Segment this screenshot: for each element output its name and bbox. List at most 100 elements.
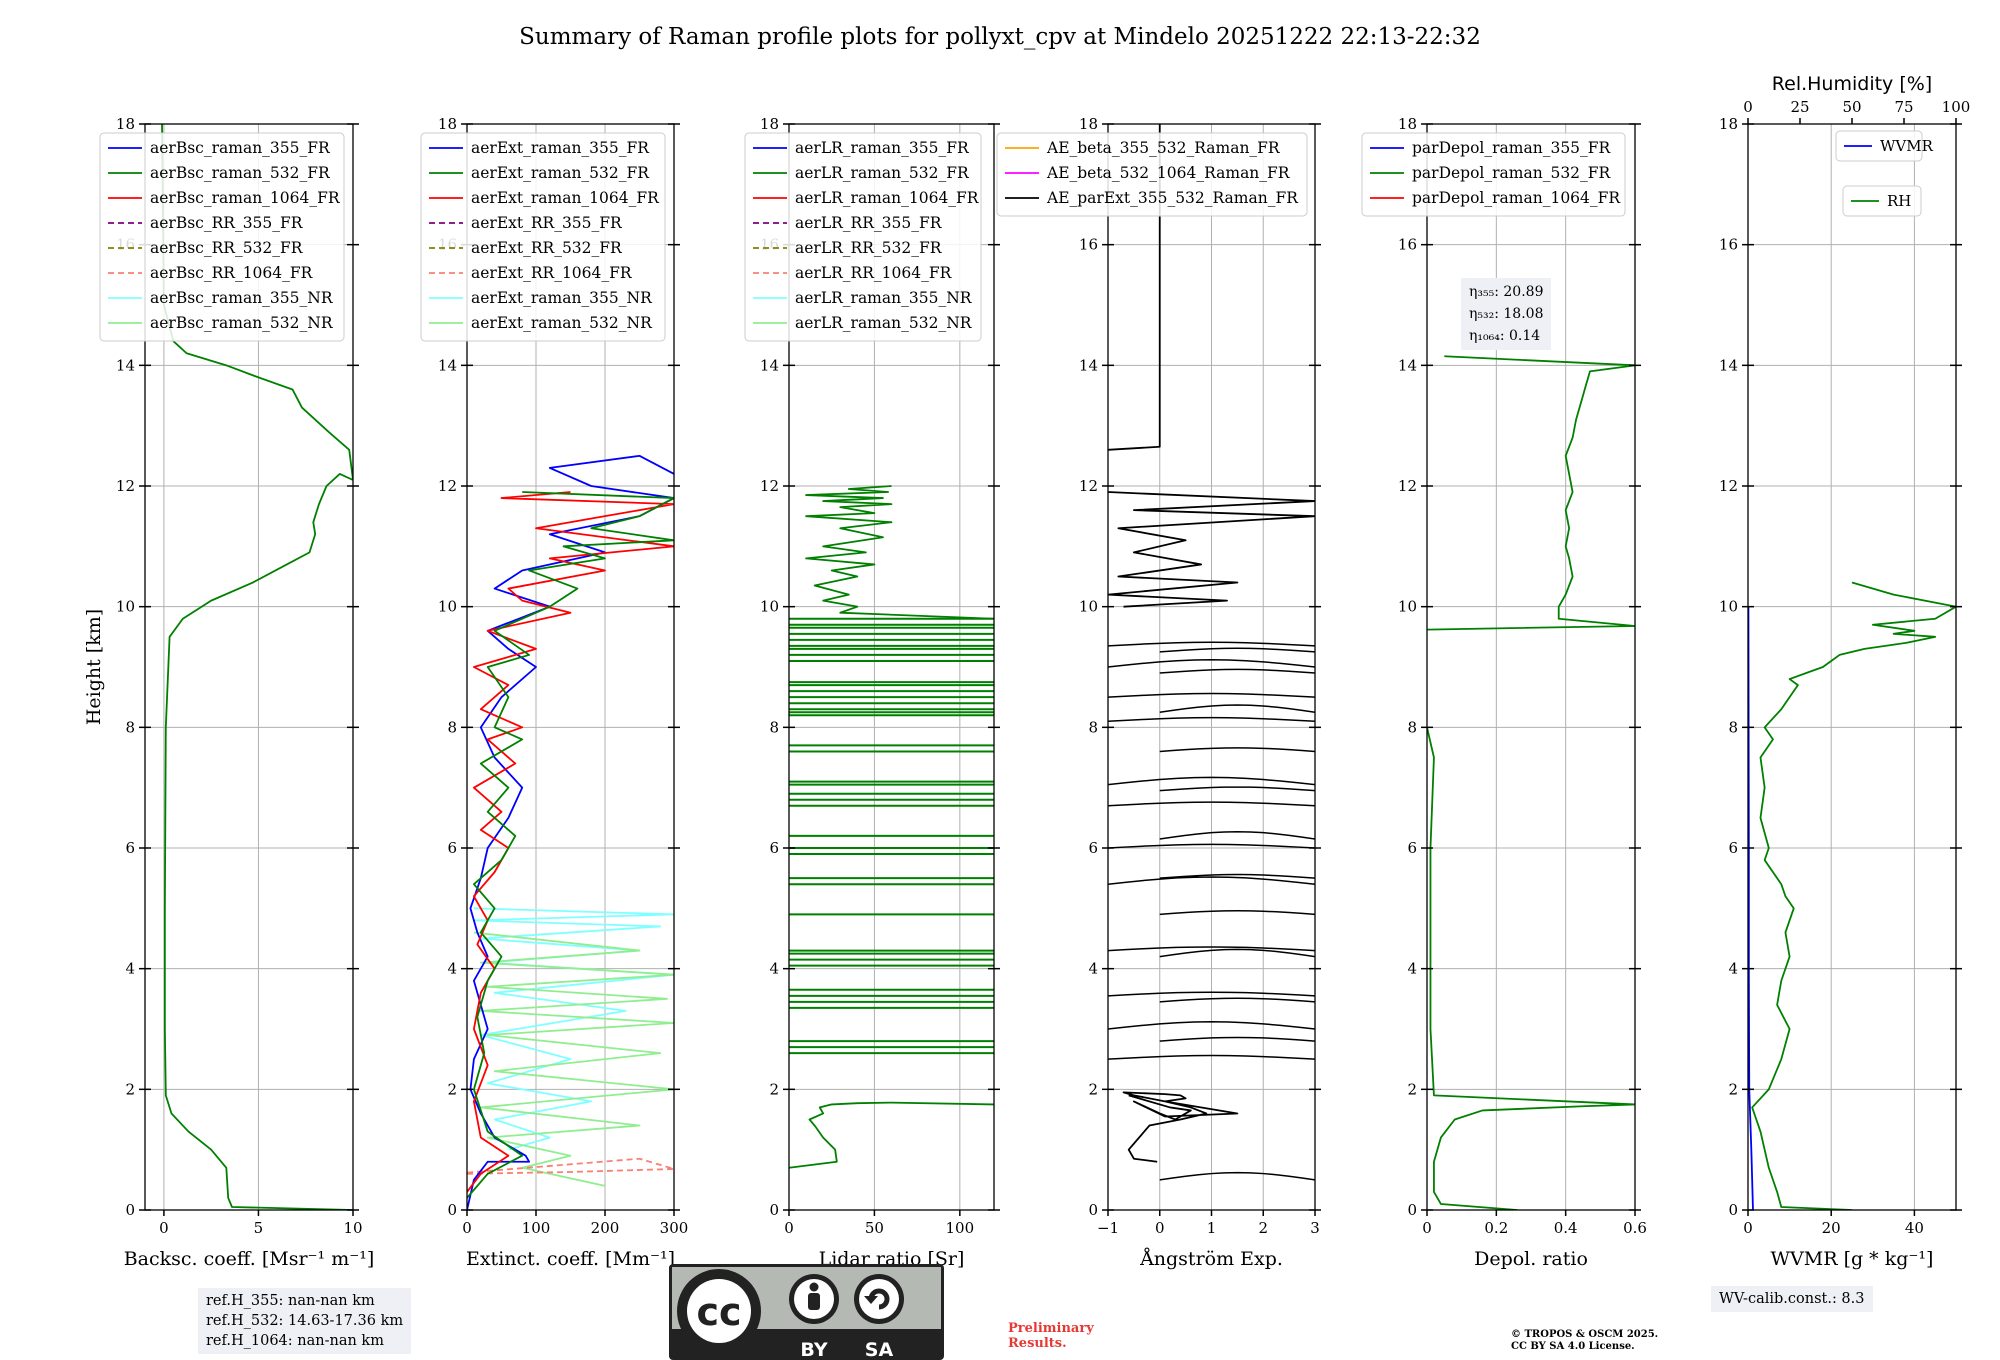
legend: aerBsc_raman_355_FR aerBsc_raman_532_FRae…: [99, 132, 345, 342]
legend-label: aerLR_raman_355_FR: [795, 139, 970, 157]
y-tick-label: 2: [1088, 1080, 1098, 1098]
legend-label: aerExt_RR_355_FR: [471, 214, 623, 232]
x2-tick-label: 50: [1842, 98, 1861, 116]
x-axis-label: Backsc. coeff. [Msr⁻¹ m⁻¹]: [124, 1248, 375, 1270]
panel-1: 0246810121416180510Backsc. coeff. [Msr⁻¹…: [83, 115, 374, 1270]
legend-frame: [420, 132, 666, 342]
x-tick-label: 1: [1207, 1219, 1217, 1237]
y-tick-label: 8: [1728, 718, 1738, 736]
x2-tick-label: 100: [1942, 98, 1971, 116]
y-tick-label: 8: [1407, 718, 1417, 736]
y-tick-label: 18: [116, 115, 135, 133]
series-line: [1108, 491, 1315, 608]
ref-height-532: ref.H_532: 14.63-17.36 km: [206, 1313, 404, 1329]
y-tick-label: 8: [125, 718, 135, 736]
x-tick-label: 20: [1822, 1219, 1841, 1237]
angstrom-sweep: [1108, 1054, 1315, 1060]
y-tick-label: 6: [1407, 839, 1417, 857]
legend-label: aerLR_raman_1064_FR: [795, 189, 980, 207]
x-tick-label: 0: [1422, 1219, 1432, 1237]
angstrom-sweep: [1159, 647, 1315, 653]
x-tick-label: 0: [784, 1219, 794, 1237]
x-tick-label: 40: [1905, 1219, 1924, 1237]
y-tick-label: 0: [1728, 1201, 1738, 1219]
y-tick-label: 12: [116, 477, 135, 495]
x-tick-label: 5: [254, 1219, 264, 1237]
y-tick-label: 0: [1088, 1201, 1098, 1219]
x-tick-label: 0.2: [1484, 1219, 1508, 1237]
reference-height-box: ref.H_355: nan-nan km ref.H_532: 14.63-1…: [198, 1288, 412, 1354]
legend-label: aerLR_raman_532_FR: [795, 164, 970, 182]
y-tick-label: 18: [760, 115, 779, 133]
panel-3: 024681012141618050100Lidar ratio [Sr]aer…: [744, 115, 1000, 1270]
series-line: [161, 124, 353, 1210]
angstrom-sweep: [1159, 830, 1315, 840]
person-body-icon: [808, 1293, 820, 1310]
angstrom-sweep: [1159, 997, 1315, 1003]
legend-label: aerExt_raman_532_FR: [471, 164, 650, 182]
x-tick-label: 0: [1155, 1219, 1165, 1237]
series-line: [467, 491, 674, 1199]
legend: parDepol_raman_355_FR parDepol_raman_532_…: [1361, 132, 1626, 217]
y-tick-label: 8: [1088, 718, 1098, 736]
legend-frame: [1361, 132, 1626, 217]
x-tick-label: 0: [1743, 1219, 1753, 1237]
y-tick-label: 18: [1398, 115, 1417, 133]
preliminary-line-1: Preliminary: [1008, 1321, 1094, 1336]
legend-label: aerExt_raman_532_NR: [471, 314, 653, 332]
ref-height-1064: ref.H_1064: nan-nan km: [206, 1333, 384, 1349]
eta-1064: η₁₀₆₄: 0.14: [1469, 328, 1541, 344]
ref-height-355: ref.H_355: nan-nan km: [206, 1293, 375, 1309]
angstrom-sweep: [1108, 659, 1315, 668]
x2-axis-label: Rel.Humidity [%]: [1772, 73, 1932, 95]
legend: WVMR RH: [1835, 130, 1934, 217]
angstrom-sweep: [1108, 876, 1315, 885]
legend-label: AE_beta_355_532_Raman_FR: [1046, 139, 1281, 157]
legend-label: aerBsc_raman_532_FR: [150, 164, 331, 182]
x-axis-label: Extinct. coeff. [Mm⁻¹]: [466, 1248, 675, 1270]
panel-6: 0 2 4 6 8 10 12 14 16 18 0 20 40 WVMR [g * kg⁻¹] 0 25 50…: [1719, 73, 1970, 1270]
cc-circle-inner: [687, 1279, 751, 1343]
angstrom-sweep: [1108, 641, 1315, 647]
axes-frame: [1426, 123, 1636, 1211]
y-tick-label: 12: [1079, 477, 1098, 495]
legend-label: aerExt_raman_1064_FR: [471, 189, 660, 207]
y-tick-label: 10: [1079, 598, 1098, 616]
axes-frame: [466, 123, 675, 1211]
angstrom-sweep: [1108, 946, 1315, 952]
x-tick-label: −1: [1097, 1219, 1119, 1237]
angstrom-sweep: [1159, 873, 1315, 879]
series-line: [1108, 124, 1161, 451]
legend-label: RH: [1887, 192, 1911, 210]
series-line: [472, 907, 674, 1151]
x2-tick-label: 25: [1790, 98, 1809, 116]
y-tick-label: 6: [447, 839, 457, 857]
angstrom-sweep: [1108, 843, 1315, 849]
angstrom-sweep: [1108, 716, 1315, 723]
copyright-note: © TROPOS & OSCM 2025. CC BY SA 4.0 Licen…: [1511, 1329, 1658, 1353]
y-tick-label: 8: [769, 718, 779, 736]
y-tick-label: 14: [1398, 356, 1417, 374]
legend-label: aerBsc_raman_355_NR: [150, 289, 334, 307]
y-tick-label: 10: [1719, 598, 1738, 616]
angstrom-sweep: [1159, 747, 1315, 753]
y-tick-label: 4: [769, 960, 779, 978]
legend-label: aerLR_raman_355_NR: [795, 289, 973, 307]
angstrom-sweep: [1108, 1021, 1315, 1030]
y-tick-label: 18: [1079, 115, 1098, 133]
y-tick-label: 14: [438, 356, 457, 374]
legend-label: parDepol_raman_355_FR: [1412, 139, 1612, 157]
wv-calib-const: WV-calib.const.: 8.3: [1719, 1291, 1865, 1307]
x-tick-label: 2: [1258, 1219, 1268, 1237]
series-line: [789, 1101, 994, 1169]
x-tick-label: 200: [591, 1219, 620, 1237]
y-tick-label: 2: [1728, 1080, 1738, 1098]
x-tick-label: 0.6: [1623, 1219, 1647, 1237]
series-line: [1122, 1091, 1239, 1163]
legend-label: aerExt_raman_355_NR: [471, 289, 653, 307]
legend-frame: [1835, 130, 1923, 162]
legend-label: aerLR_RR_355_FR: [795, 214, 943, 232]
y-tick-label: 12: [1719, 477, 1738, 495]
